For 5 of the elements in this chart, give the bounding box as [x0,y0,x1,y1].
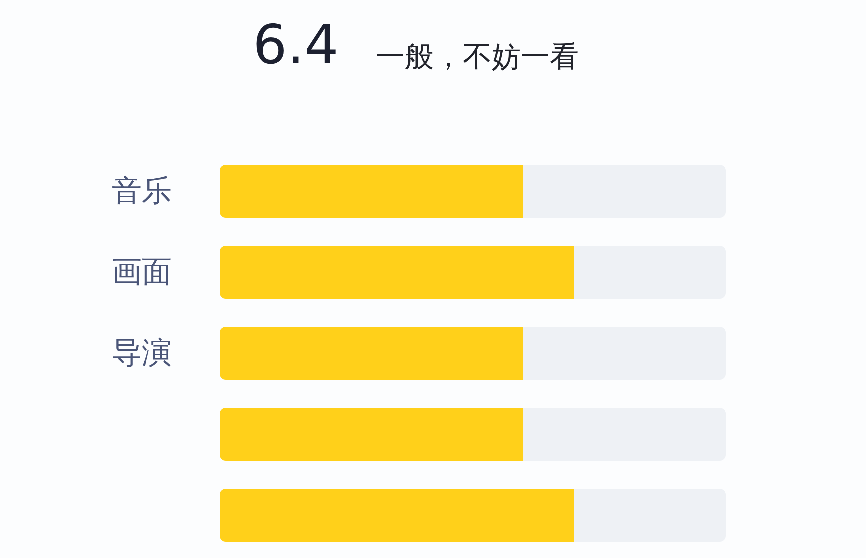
chart-subtitle: 一般，不妨一看 [376,40,579,74]
y-tick-label: 导演 [112,336,172,371]
chart-title: 6.4 [253,14,339,76]
y-tick-label: 音乐 [112,174,172,209]
y-tick-label: 画面 [112,255,172,290]
